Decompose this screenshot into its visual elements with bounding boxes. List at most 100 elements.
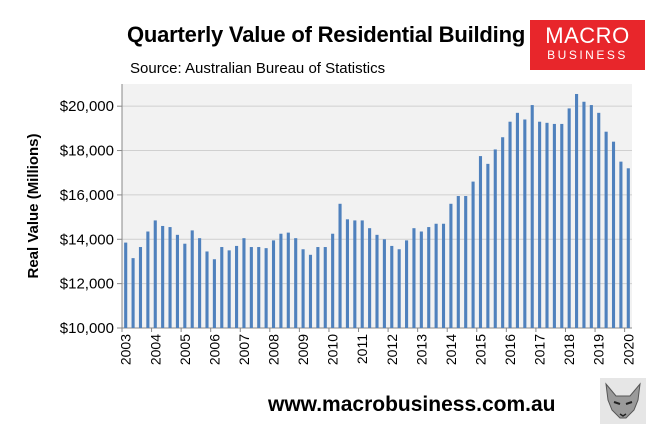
bar: [212, 259, 216, 328]
bar: [271, 240, 276, 328]
bar: [257, 247, 261, 328]
y-axis-title: Real Value (Millions): [25, 133, 42, 278]
x-tick-label: 2018: [561, 334, 577, 365]
bar: [427, 227, 431, 328]
bar: [486, 163, 490, 328]
bar: [235, 245, 239, 328]
bar: [368, 228, 372, 328]
x-tick-label: 2019: [591, 334, 607, 365]
bar: [441, 223, 446, 328]
bar: [286, 232, 290, 328]
bar: [338, 203, 342, 328]
x-tick-label: 2012: [384, 334, 400, 365]
bar: [471, 181, 475, 328]
x-tick-label: 2007: [236, 334, 252, 365]
x-tick-label: 2015: [472, 334, 488, 365]
bar: [168, 227, 172, 328]
bar: [161, 225, 165, 328]
bar: [604, 131, 608, 328]
bar: [434, 223, 438, 328]
bar: [175, 234, 179, 328]
bar: [301, 249, 305, 328]
bar: [545, 122, 549, 329]
bar: [382, 239, 386, 328]
bar: [279, 233, 283, 328]
bar: [552, 123, 556, 328]
bar: [560, 123, 564, 328]
x-tick-label: 2005: [177, 334, 193, 365]
bar: [515, 112, 519, 328]
bar: [190, 230, 194, 328]
bar: [264, 248, 268, 328]
y-tick-label: $20,000: [60, 98, 114, 115]
bar: [456, 196, 460, 328]
bar: [316, 247, 320, 328]
logo-line-1: MACRO: [545, 23, 630, 48]
bar: [619, 161, 623, 328]
x-tick-label: 2014: [443, 334, 459, 365]
bar: [412, 228, 416, 328]
bar: [220, 247, 224, 328]
bar: [538, 121, 542, 328]
bar: [589, 105, 593, 328]
chart-title: Quarterly Value of Residential Building: [127, 22, 526, 47]
website-url: www.macrobusiness.com.au: [268, 393, 556, 416]
x-tick-label: 2009: [295, 334, 311, 365]
y-tick-label: $14,000: [60, 231, 114, 248]
bar: [375, 234, 379, 328]
bar: [153, 220, 157, 328]
bar: [449, 203, 453, 328]
bar: [183, 243, 187, 328]
x-tick-label: 2004: [147, 334, 163, 365]
bar: [501, 137, 505, 328]
bar: [530, 105, 534, 328]
x-tick-label: 2008: [266, 334, 282, 365]
y-tick-label: $12,000: [60, 276, 114, 293]
bar: [508, 121, 512, 328]
bar: [138, 247, 143, 328]
fox-logo-icon: [600, 378, 646, 424]
bar: [582, 101, 586, 328]
bar: [478, 156, 483, 328]
bar: [353, 220, 357, 328]
macrobusiness-logo: MACRO BUSINESS: [530, 20, 645, 70]
x-tick-label: 2016: [502, 334, 518, 365]
bar: [331, 233, 335, 328]
x-tick-label: 2006: [206, 334, 222, 365]
bar: [493, 149, 497, 328]
bar: [567, 108, 571, 329]
bar: [626, 168, 630, 328]
bar: [397, 249, 401, 328]
bar: [323, 247, 327, 328]
bar: [575, 93, 579, 329]
bar: [345, 219, 349, 328]
bar: [124, 242, 128, 328]
x-tick-label: 2011: [354, 334, 370, 364]
x-tick-label: 2013: [413, 334, 429, 365]
bar: [405, 240, 409, 328]
bar: [523, 119, 527, 328]
bar: [597, 112, 601, 328]
bar: [390, 245, 394, 328]
bar: [308, 254, 313, 328]
y-tick-label: $16,000: [60, 187, 114, 204]
bar: [249, 247, 253, 328]
x-tick-label: 2010: [325, 334, 341, 365]
bar: [360, 220, 364, 328]
bar: [611, 141, 616, 328]
bar: [294, 238, 298, 328]
x-tick-label: 2017: [532, 334, 548, 365]
bar: [419, 231, 423, 328]
y-tick-label: $10,000: [60, 320, 114, 337]
bar: [205, 251, 209, 328]
bar: [146, 231, 150, 328]
bar: [464, 196, 468, 328]
bar: [242, 238, 246, 328]
y-tick-label: $18,000: [60, 143, 114, 160]
chart-source: Source: Australian Bureau of Statistics: [130, 60, 386, 77]
x-tick-label: 2020: [620, 334, 636, 365]
logo-line-2: BUSINESS: [547, 48, 628, 62]
x-tick-label: 2003: [118, 334, 134, 365]
bar: [131, 258, 135, 328]
